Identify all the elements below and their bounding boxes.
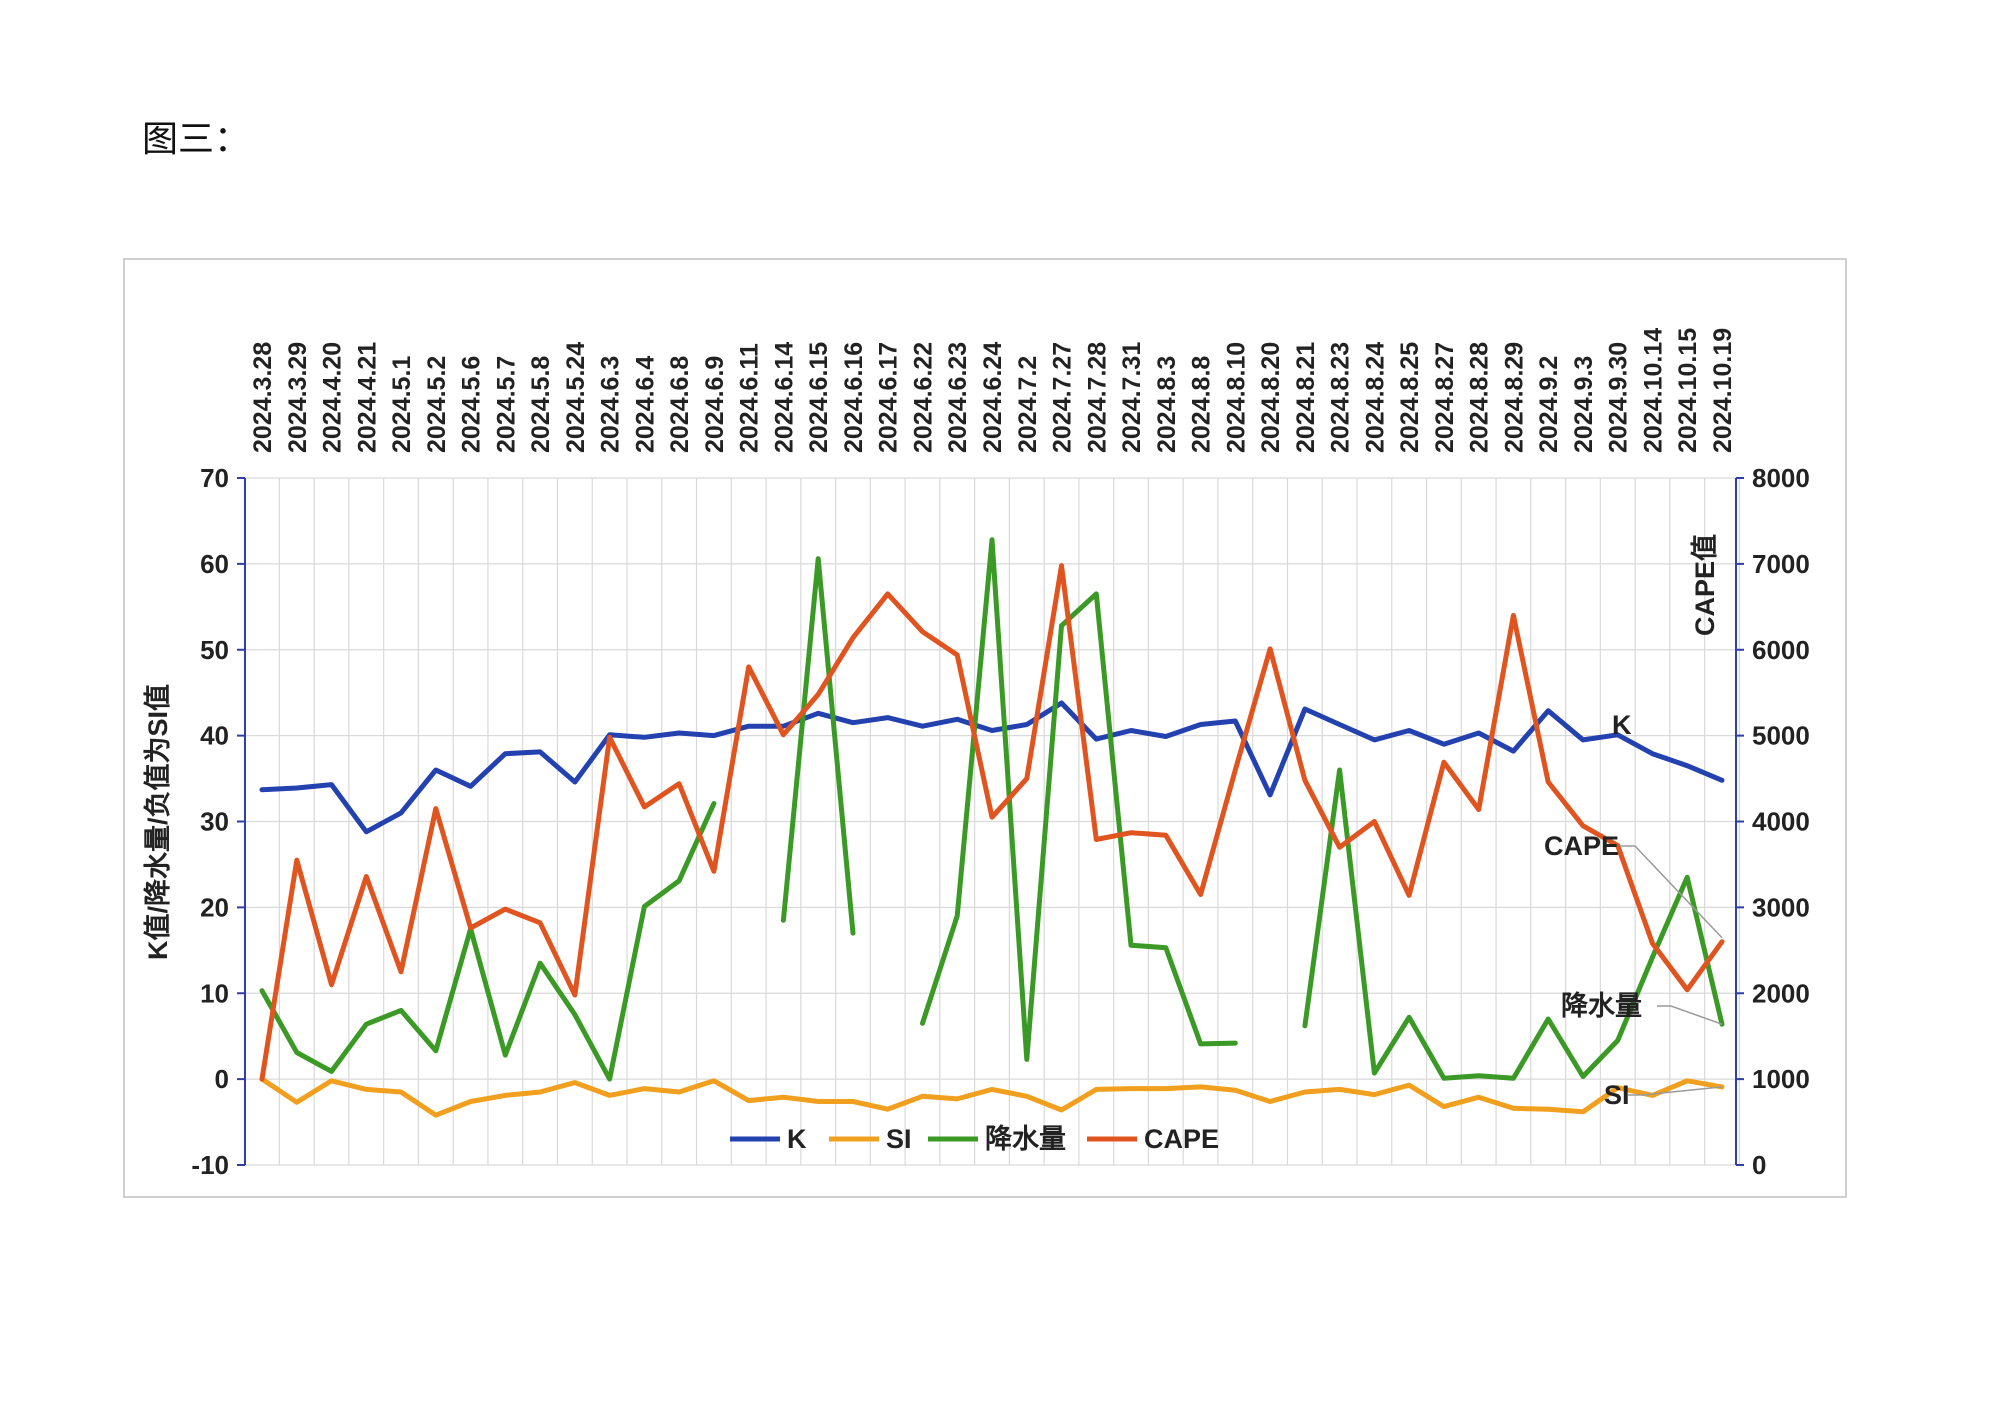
x-category-label: 2024.9.2 xyxy=(1535,356,1563,453)
left-y-tick-label: -10 xyxy=(191,1150,229,1180)
x-category-label: 2024.7.28 xyxy=(1083,342,1111,453)
right-y-tick-label: 3000 xyxy=(1752,892,1810,922)
right-y-tick-label: 2000 xyxy=(1752,978,1810,1008)
legend-label: 降水量 xyxy=(985,1124,1066,1154)
x-category-label: 2024.10.19 xyxy=(1709,328,1737,453)
line-chart: -10 0 10 20 30 40 50 60 70 0 1000 2000 3000 4000 5000 6… xyxy=(143,328,1810,1180)
x-category-label: 2024.9.30 xyxy=(1605,342,1633,453)
right-y-tick-label: 1000 xyxy=(1752,1064,1810,1094)
right-y-tick-label: 5000 xyxy=(1752,721,1810,751)
left-y-tick-label: 60 xyxy=(200,549,229,579)
series-line-precipitation xyxy=(259,537,1725,1082)
x-category-label: 2024.3.29 xyxy=(284,342,312,453)
left-y-tick-label: 20 xyxy=(200,892,229,922)
x-category-label: 2024.3.28 xyxy=(249,342,277,453)
x-category-label: 2024.5.6 xyxy=(458,356,486,453)
series-line-cape xyxy=(259,563,1725,1082)
precipitation-leader-line xyxy=(1657,1005,1723,1025)
x-category-label: 2024.6.14 xyxy=(770,342,798,453)
x-category-label: 2024.6.22 xyxy=(909,342,937,453)
x-category-label: 2024.6.16 xyxy=(840,342,868,453)
left-axis-title: K值/降水量/负值为SI值 xyxy=(143,684,173,960)
x-category-label: 2024.5.7 xyxy=(492,356,520,453)
x-category-label: 2024.4.21 xyxy=(353,342,381,453)
x-category-label: 2024.7.27 xyxy=(1049,342,1077,453)
series-line-si xyxy=(259,1076,1725,1118)
series-line-k xyxy=(259,700,1725,835)
x-category-label: 2024.4.20 xyxy=(319,342,347,453)
x-category-label: 2024.8.10 xyxy=(1222,342,1250,453)
series-annotation-k: K xyxy=(1612,710,1632,740)
right-y-tick-label: 8000 xyxy=(1752,463,1810,493)
x-category-label: 2024.8.20 xyxy=(1257,342,1285,453)
x-category-label: 2024.8.29 xyxy=(1500,342,1528,453)
legend-label: CAPE xyxy=(1144,1124,1219,1154)
left-y-tick-label: 40 xyxy=(200,721,229,751)
x-category-label: 2024.6.15 xyxy=(805,342,833,453)
legend-label: K xyxy=(787,1124,807,1154)
x-category-label: 2024.8.3 xyxy=(1153,356,1181,453)
x-category-label: 2024.6.3 xyxy=(597,356,625,453)
x-category-label: 2024.8.28 xyxy=(1466,342,1494,453)
x-category-label: 2024.8.23 xyxy=(1327,342,1355,453)
x-category-label: 2024.8.8 xyxy=(1188,356,1216,453)
figure-caption: 图三： xyxy=(142,119,251,160)
left-y-tick-label: 10 xyxy=(200,978,229,1008)
right-axis-title: CAPE值 xyxy=(1690,534,1720,636)
x-category-label: 2024.7.2 xyxy=(1014,356,1042,453)
legend-label: SI xyxy=(886,1124,912,1154)
si-leader-line xyxy=(1628,1086,1723,1096)
x-category-label: 2024.5.24 xyxy=(562,342,590,453)
x-category-label: 2024.6.23 xyxy=(944,342,972,453)
right-y-tick-label: 4000 xyxy=(1752,807,1810,837)
left-y-tick-label: 30 xyxy=(200,807,229,837)
x-category-label: 2024.10.15 xyxy=(1674,328,1702,453)
left-y-tick-label: 50 xyxy=(200,635,229,665)
left-y-tick-label: 0 xyxy=(215,1064,229,1094)
x-category-label: 2024.6.8 xyxy=(666,356,694,453)
x-category-label: 2024.6.24 xyxy=(979,342,1007,453)
x-category-label: 2024.9.3 xyxy=(1570,356,1598,453)
x-category-label: 2024.6.4 xyxy=(631,356,659,453)
right-y-tick-label: 6000 xyxy=(1752,635,1810,665)
cape-leader-line xyxy=(1620,845,1723,939)
x-category-label: 2024.6.11 xyxy=(736,343,764,453)
x-category-label: 2024.6.9 xyxy=(701,356,729,453)
x-category-label: 2024.7.31 xyxy=(1118,342,1146,453)
x-category-label: 2024.8.27 xyxy=(1431,342,1459,453)
x-category-label: 2024.10.14 xyxy=(1639,328,1667,453)
right-y-tick-label: 0 xyxy=(1752,1150,1766,1180)
x-category-label: 2024.6.17 xyxy=(875,342,903,453)
x-category-label: 2024.8.24 xyxy=(1361,342,1389,453)
x-category-label: 2024.5.8 xyxy=(527,356,555,453)
x-category-label: 2024.5.2 xyxy=(423,356,451,453)
chart-frame: -10 0 10 20 30 40 50 60 70 0 1000 2000 3000 4000 5000 6… xyxy=(123,258,1847,1198)
series-annotation-cape: CAPE xyxy=(1544,831,1619,861)
x-category-label: 2024.5.1 xyxy=(388,356,416,453)
left-y-tick-label: 70 xyxy=(200,463,229,493)
series-annotation-precipitation: 降水量 xyxy=(1561,991,1642,1021)
x-category-label: 2024.8.21 xyxy=(1292,342,1320,453)
x-category-label: 2024.8.25 xyxy=(1396,342,1424,453)
right-y-tick-label: 7000 xyxy=(1752,549,1810,579)
series-annotation-si: SI xyxy=(1604,1080,1630,1110)
